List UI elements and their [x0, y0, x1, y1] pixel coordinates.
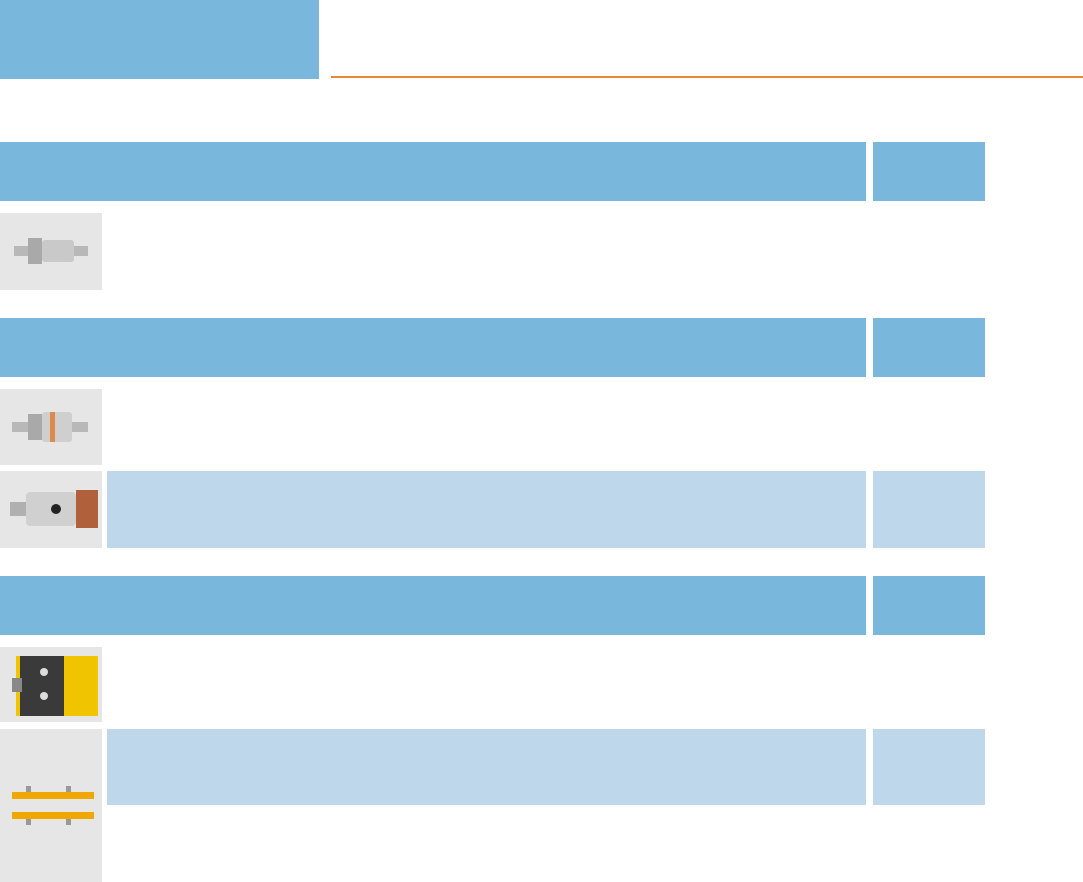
section-header — [0, 576, 866, 635]
table-row-cell — [873, 471, 985, 548]
section-header — [0, 142, 866, 201]
section-header-cell — [873, 576, 985, 635]
product-thumbnail — [0, 647, 102, 722]
section-header — [0, 318, 866, 377]
table-row — [107, 729, 866, 805]
product-thumbnail — [0, 729, 102, 882]
header-rule — [331, 76, 1083, 78]
table-row-cell — [873, 729, 985, 805]
section-header-cell — [873, 318, 985, 377]
header-block — [0, 0, 319, 79]
section-header-cell — [873, 142, 985, 201]
product-thumbnail — [0, 471, 102, 548]
table-row — [107, 471, 866, 548]
product-thumbnail — [0, 213, 102, 290]
product-thumbnail — [0, 389, 102, 465]
